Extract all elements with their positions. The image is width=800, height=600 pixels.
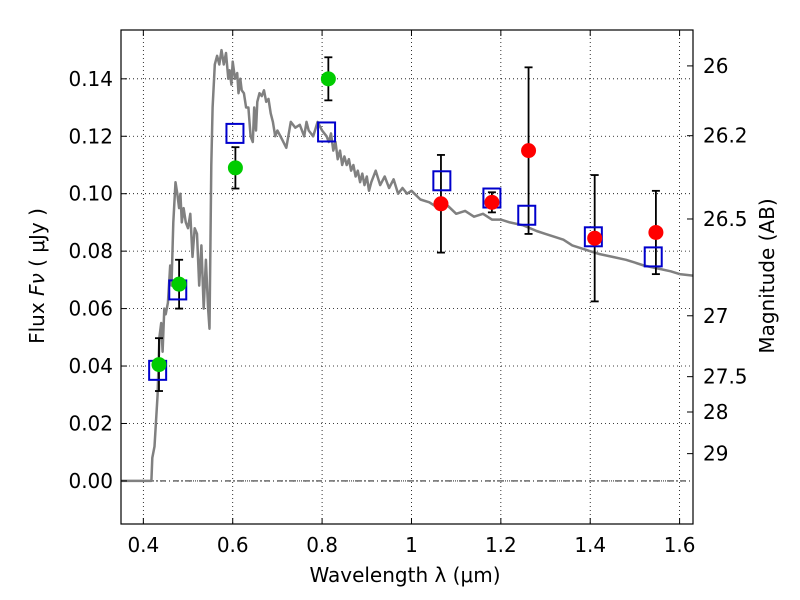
y-tick-label: 0.04	[68, 354, 113, 378]
x-tick-label: 0.8	[306, 533, 338, 557]
y-axis-label-symbol: Fν	[25, 273, 49, 296]
detection-markers	[151, 71, 664, 373]
magnitude-tick-label: 26.5	[703, 207, 748, 231]
magnitude-axis-ticks: 26 26.2 26.5 27 27.5 28 29	[687, 54, 748, 466]
near-ir-detection-point	[484, 194, 500, 210]
near-ir-detection-point	[433, 196, 449, 212]
magnitude-tick-label: 27.5	[703, 365, 748, 389]
model-photometry-square	[317, 121, 337, 143]
model-photometry-square	[517, 204, 537, 226]
x-tick-label: 1	[405, 533, 418, 557]
x-tick-label: 0.4	[127, 533, 159, 557]
grid	[121, 30, 693, 524]
magnitude-axis-label: Magnitude (AB)	[755, 198, 779, 353]
x-tick-label: 1.4	[574, 533, 606, 557]
magnitude-tick-label: 29	[703, 442, 728, 466]
x-axis-label: Wavelength λ (μm)	[309, 563, 500, 587]
y-tick-label: 0.14	[68, 67, 113, 91]
y-tick-label: 0.08	[68, 239, 113, 263]
model-photometry-square	[225, 122, 245, 144]
y-axis-label: Flux Fν ( μJy )	[25, 208, 49, 344]
optical-detection-point	[227, 160, 243, 176]
y-tick-label: 0.06	[68, 297, 113, 321]
magnitude-tick-label: 26	[703, 54, 728, 78]
optical-detection-point	[320, 71, 336, 87]
magnitude-tick-label: 28	[703, 400, 728, 424]
y-axis-label-unit: ( μJy )	[25, 208, 49, 273]
magnitude-tick-label: 27	[703, 304, 728, 328]
model-spectrum-line	[121, 48, 694, 483]
x-tick-label: 1.2	[485, 533, 517, 557]
x-tick-label: 0.6	[217, 533, 249, 557]
optical-detection-point	[171, 276, 187, 292]
y-tick-label: 0.10	[68, 182, 113, 206]
y-axis-ticks: 0.00 0.02 0.04 0.06 0.08 0.10 0.12 0.14	[68, 67, 127, 493]
y-tick-label: 0.12	[68, 124, 113, 148]
optical-detection-point	[151, 357, 167, 373]
near-ir-detection-point	[648, 224, 664, 240]
x-axis-ticks: 0.4 0.6 0.8 1 1.2 1.4 1.6	[127, 30, 696, 557]
error-bars	[154, 56, 660, 392]
model-photometry-square	[432, 170, 452, 192]
magnitude-tick-label: 26.2	[703, 124, 748, 148]
model-spectrum	[121, 48, 694, 483]
y-tick-label: 0.00	[68, 469, 113, 493]
plot-frame	[120, 29, 694, 525]
near-ir-detection-point	[521, 143, 537, 159]
y-axis-label-text: Flux	[25, 296, 49, 344]
y-tick-label: 0.02	[68, 411, 113, 435]
near-ir-detection-point	[587, 230, 603, 246]
model-photometry-square	[643, 246, 663, 268]
x-tick-label: 1.6	[664, 533, 696, 557]
